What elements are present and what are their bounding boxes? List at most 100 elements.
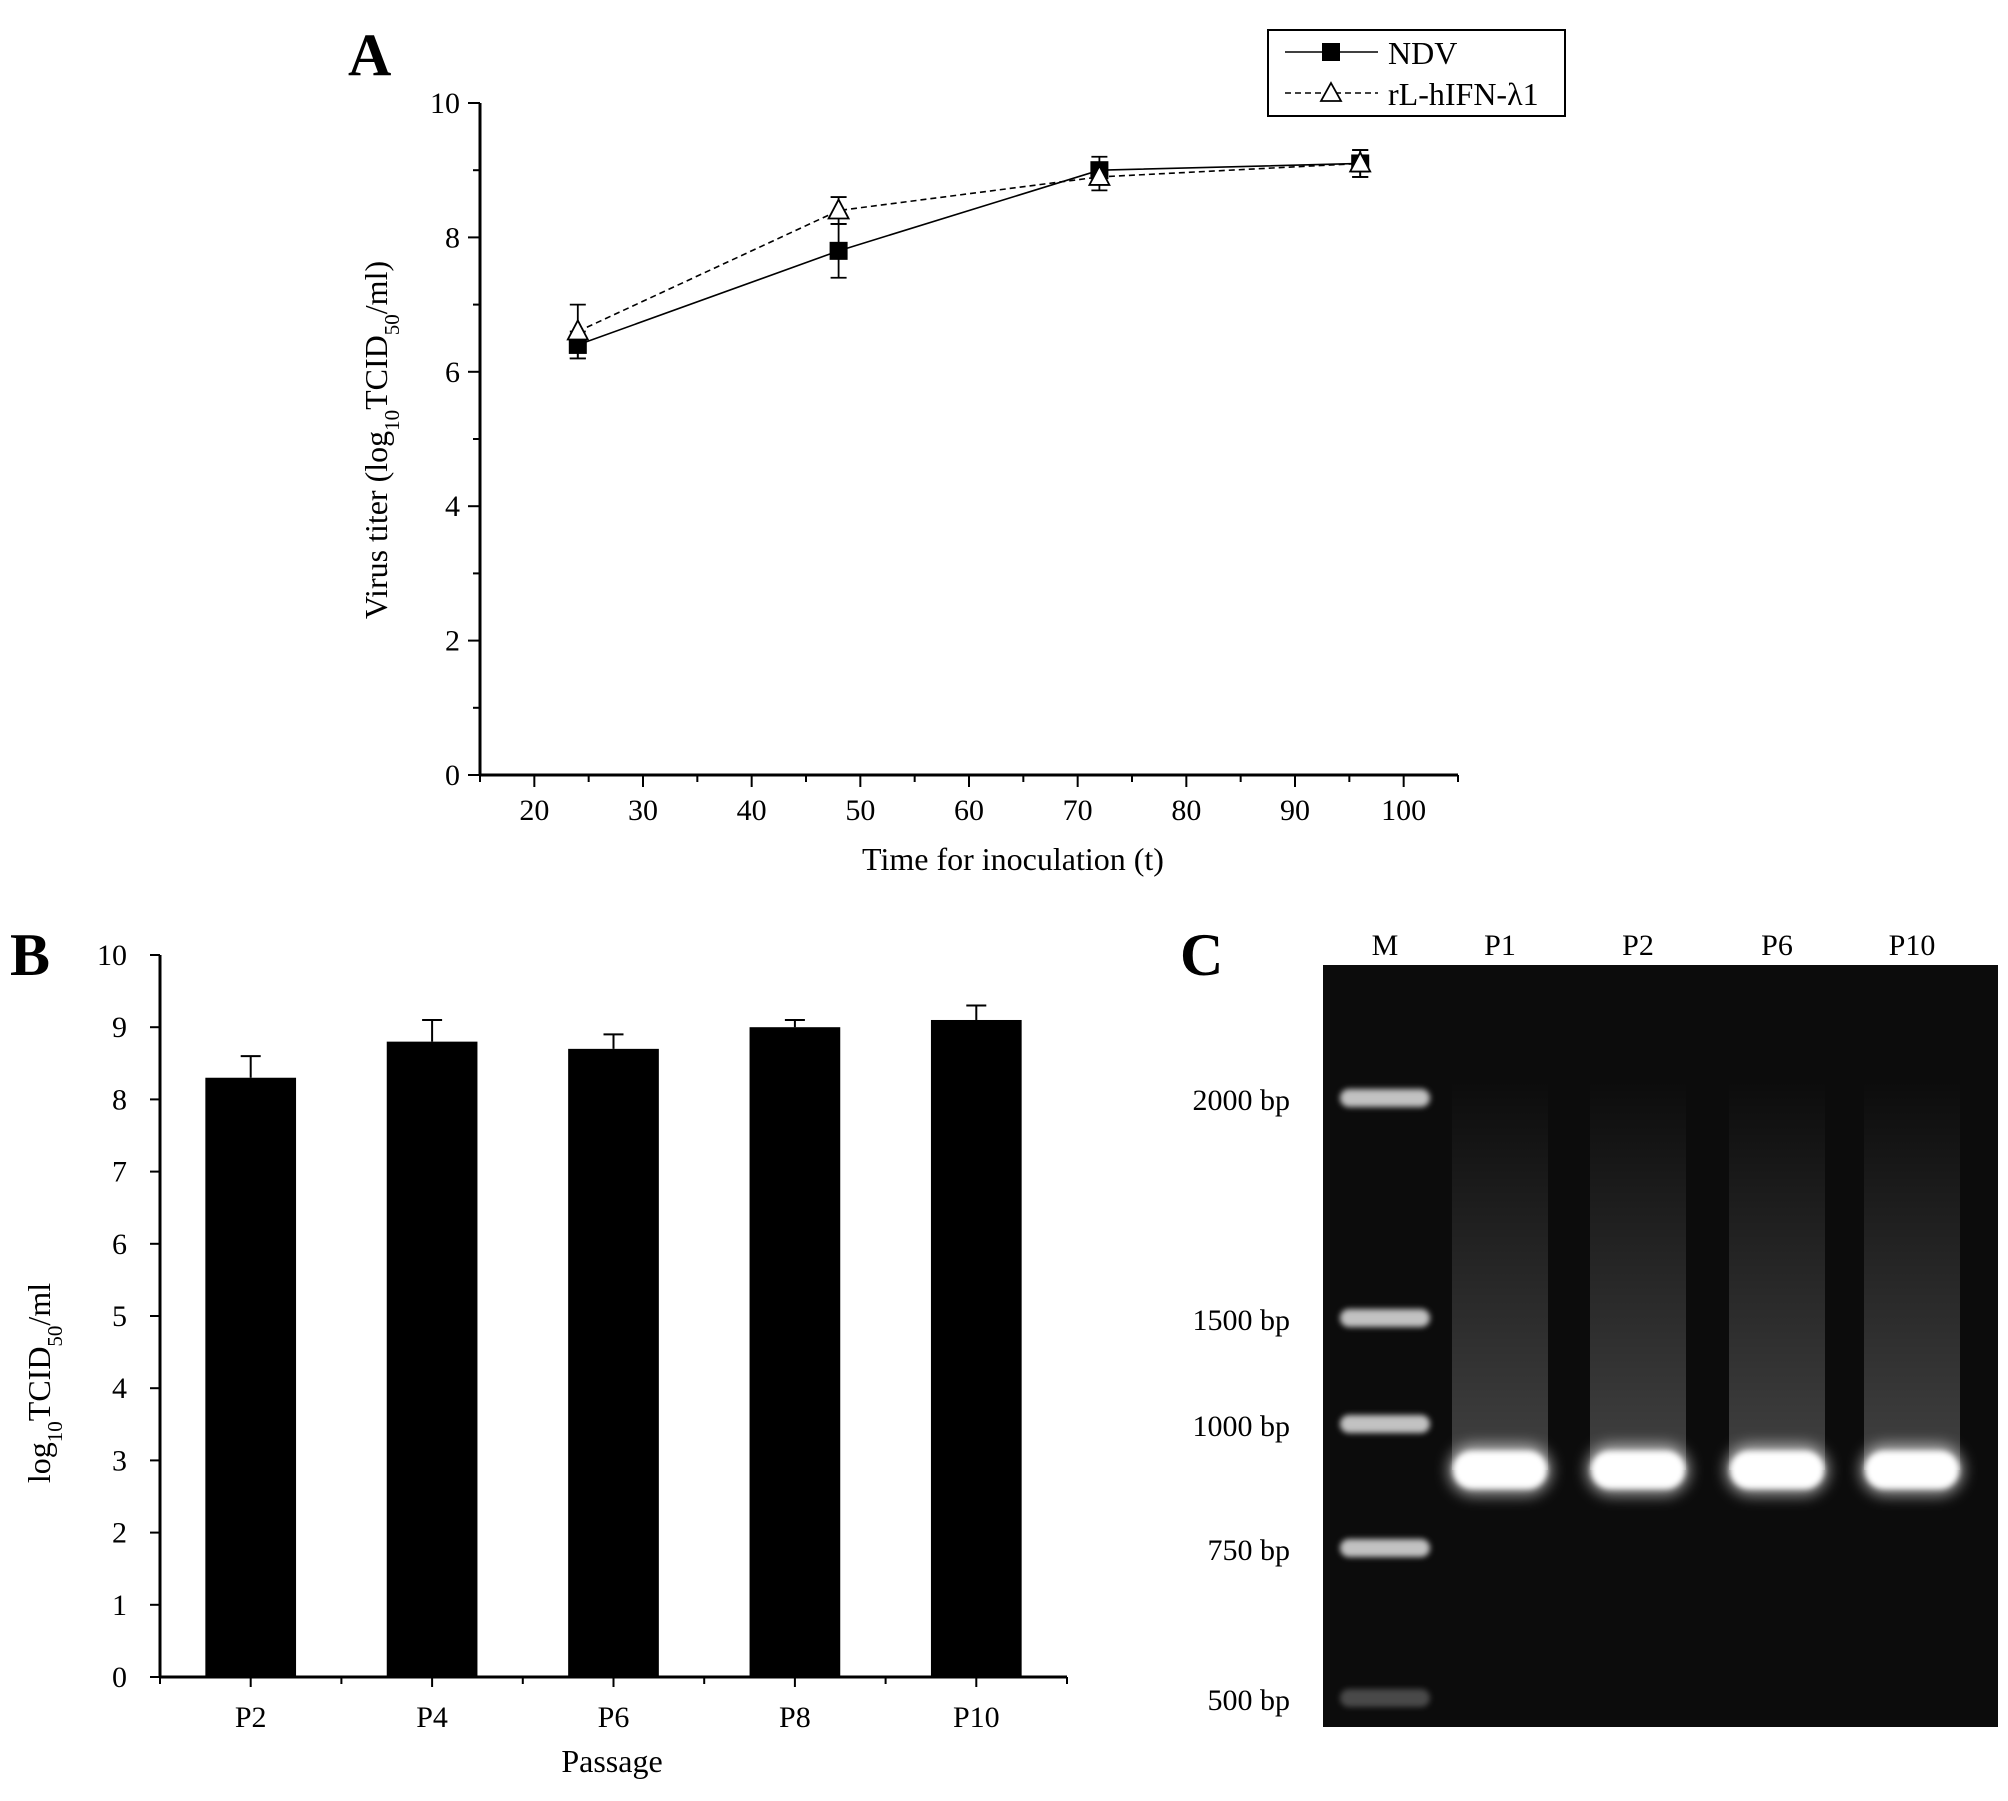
panel-a-y-axis-title: Virus titer (log10TCID50/ml) <box>358 261 404 619</box>
sample-band-p6 <box>1730 1451 1824 1489</box>
panel-b-x-ticks: P2 P4 P6 P8 P10 <box>159 1677 1068 1734</box>
x-tick-label: 50 <box>845 794 875 827</box>
ladder-label-1000: 1000 bp <box>1193 1410 1291 1443</box>
lane-label-p2: P2 <box>1622 929 1654 962</box>
y-title-part: TCID <box>358 335 394 410</box>
y-tick-label: 3 <box>112 1444 127 1477</box>
ladder-label-750: 750 bp <box>1208 1534 1291 1567</box>
legend-marker-rl-hifn <box>1319 81 1343 102</box>
x-tick-label: P2 <box>235 1701 267 1734</box>
y-tick-label: 4 <box>445 490 460 523</box>
lane-smear-p1 <box>1452 1080 1548 1470</box>
legend-marker-ndv <box>1322 43 1340 61</box>
y-tick-label: 10 <box>97 939 127 972</box>
gel-lane-smears <box>1452 1080 1960 1470</box>
y-tick-label: 5 <box>112 1300 127 1333</box>
x-tick-label: P6 <box>598 1701 630 1734</box>
ladder-label-500: 500 bp <box>1208 1684 1291 1717</box>
gel-bands <box>1340 1089 1964 1707</box>
panel-letter-a: A <box>348 22 391 88</box>
ladder-band-500 <box>1340 1689 1430 1707</box>
y-tick-label: 4 <box>112 1372 127 1405</box>
x-tick-label: 90 <box>1280 794 1310 827</box>
sample-band-p2 <box>1591 1451 1685 1489</box>
panel-letter-c: C <box>1180 922 1223 988</box>
legend-label-rl-hifn: rL-hIFN-λ1 <box>1388 76 1539 112</box>
x-tick-label: P4 <box>416 1701 448 1734</box>
x-tick-label: 30 <box>628 794 658 827</box>
panel-a-y-ticks: 0 2 4 6 8 10 <box>430 87 480 792</box>
y-tick-label: 8 <box>112 1083 127 1116</box>
ladder-band-750 <box>1340 1539 1430 1557</box>
y-tick-label: 2 <box>112 1517 127 1550</box>
lane-smear-p6 <box>1729 1080 1825 1470</box>
lane-smear-p2 <box>1590 1080 1686 1470</box>
panel-b-x-axis-title: Passage <box>561 1743 662 1779</box>
legend-box <box>1267 29 1566 117</box>
x-tick-label: 20 <box>519 794 549 827</box>
x-tick-label: 60 <box>954 794 984 827</box>
y-tick-label: 7 <box>112 1156 127 1189</box>
bar-p6 <box>568 1048 659 1677</box>
y-title-part: /ml) <box>358 261 394 314</box>
ladder-label-1500: 1500 bp <box>1193 1304 1291 1337</box>
y-tick-label: 10 <box>430 87 460 120</box>
bar-p10 <box>930 1019 1022 1677</box>
y-tick-label: 9 <box>112 1011 127 1044</box>
panel-letter-b: B <box>10 922 50 988</box>
y-tick-label: 6 <box>445 356 460 389</box>
panel-c-gel-image: C M P1 P2 P6 P10 2000 bp 1500 bp 1000 bp 750 bp… <box>1180 922 1998 1727</box>
y-tick-label: 1 <box>112 1589 127 1622</box>
series-rl-hifn <box>566 149 1372 360</box>
ladder-band-1000 <box>1340 1415 1430 1433</box>
x-tick-label: 100 <box>1381 794 1426 827</box>
y-title-subscript: 10 <box>43 1421 67 1442</box>
lane-label-p10: P10 <box>1889 929 1936 962</box>
bar-p8 <box>749 1027 841 1677</box>
panel-a-x-ticks: 20 30 40 50 60 70 80 90 100 <box>479 775 1459 827</box>
y-title-subscript: 50 <box>380 314 404 335</box>
y-title-part: /ml <box>21 1283 57 1326</box>
data-point <box>1087 163 1111 186</box>
series-line <box>577 162 1361 346</box>
panel-b-bars <box>205 1004 1022 1677</box>
panel-a-axes <box>478 103 1458 777</box>
x-tick-label: 80 <box>1171 794 1201 827</box>
sample-band-p10 <box>1865 1451 1959 1489</box>
data-point <box>829 241 848 260</box>
x-tick-label: P8 <box>779 1701 811 1734</box>
lane-label-p1: P1 <box>1484 929 1516 962</box>
legend-label-ndv: NDV <box>1388 35 1457 71</box>
ladder-label-2000: 2000 bp <box>1193 1084 1291 1117</box>
y-title-subscript: 10 <box>380 410 404 431</box>
y-tick-label: 6 <box>112 1228 127 1261</box>
lane-label-p6: P6 <box>1761 929 1793 962</box>
panel-b-y-ticks: 0 1 2 3 4 5 6 7 8 9 10 <box>97 939 160 1694</box>
x-tick-label: P10 <box>953 1701 1000 1734</box>
y-tick-label: 0 <box>112 1661 127 1694</box>
bar-p2 <box>205 1077 297 1677</box>
y-tick-label: 8 <box>445 221 460 254</box>
y-title-part: Virus titer (log <box>358 431 394 619</box>
x-tick-label: 70 <box>1063 794 1093 827</box>
ladder-band-1500 <box>1340 1309 1430 1327</box>
y-title-part: TCID <box>21 1347 57 1422</box>
y-title-part: log <box>21 1442 57 1483</box>
gel-ladder-labels: 2000 bp 1500 bp 1000 bp 750 bp 500 bp <box>1193 1084 1291 1717</box>
series-line <box>577 162 1361 333</box>
bar-p4 <box>386 1041 478 1677</box>
data-point <box>827 197 851 220</box>
panel-a-x-axis-title: Time for inoculation (t) <box>862 841 1164 877</box>
panel-b-y-axis-title: log10TCID50/ml <box>21 1283 67 1483</box>
y-tick-label: 0 <box>445 759 460 792</box>
y-tick-label: 2 <box>445 625 460 658</box>
lane-label-m: M <box>1372 929 1399 962</box>
sample-band-p1 <box>1453 1451 1547 1489</box>
ladder-band-2000 <box>1340 1089 1430 1107</box>
lane-smear-p10 <box>1864 1080 1960 1470</box>
panel-a-series <box>566 149 1372 360</box>
panel-a-legend: NDV rL-hIFN-λ1 <box>1267 29 1566 117</box>
y-title-subscript: 50 <box>43 1326 67 1347</box>
